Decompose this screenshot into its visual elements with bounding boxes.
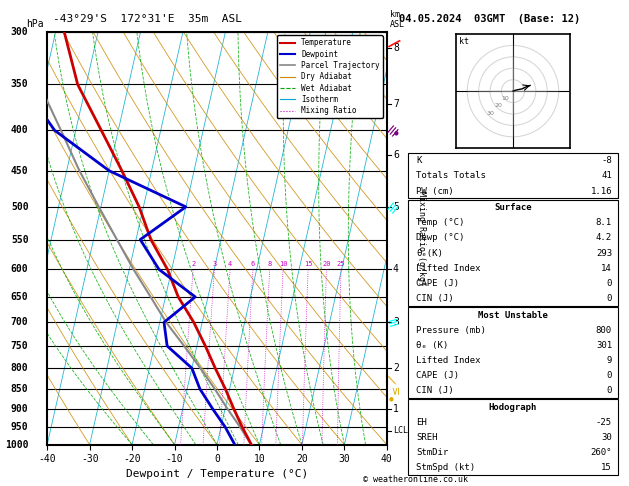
Text: LCL: LCL — [393, 426, 408, 435]
Text: 3: 3 — [212, 261, 216, 267]
Text: 800: 800 — [596, 326, 612, 335]
Legend: Temperature, Dewpoint, Parcel Trajectory, Dry Adiabat, Wet Adiabat, Isotherm, Mi: Temperature, Dewpoint, Parcel Trajectory… — [277, 35, 383, 118]
Text: -43°29'S  172°31'E  35m  ASL: -43°29'S 172°31'E 35m ASL — [53, 14, 242, 24]
Text: 5: 5 — [393, 202, 399, 212]
Text: 8: 8 — [267, 261, 272, 267]
Text: ≡: ≡ — [383, 121, 403, 140]
Text: 6: 6 — [393, 150, 399, 160]
Text: Most Unstable: Most Unstable — [478, 311, 548, 320]
Text: Surface: Surface — [494, 203, 532, 212]
Text: 950: 950 — [11, 422, 28, 432]
Text: 1000: 1000 — [5, 440, 28, 450]
Text: ≡: ≡ — [386, 314, 401, 330]
Text: 450: 450 — [11, 166, 28, 176]
Bar — [408, 399, 618, 475]
Text: Temp (°C): Temp (°C) — [416, 218, 464, 227]
Text: 14: 14 — [601, 263, 612, 273]
Text: km
ASL: km ASL — [390, 11, 405, 29]
Text: 9: 9 — [606, 356, 612, 365]
Text: 0: 0 — [606, 294, 612, 303]
Bar — [408, 307, 618, 398]
Text: θₑ (K): θₑ (K) — [416, 341, 448, 350]
Bar — [408, 200, 618, 306]
Text: 2: 2 — [191, 261, 195, 267]
Text: CAPE (J): CAPE (J) — [416, 279, 459, 288]
Text: ●: ● — [389, 396, 394, 401]
Text: 6: 6 — [251, 261, 255, 267]
Text: Dewp (°C): Dewp (°C) — [416, 233, 464, 243]
Text: ≤: ≤ — [391, 384, 401, 394]
Text: 650: 650 — [11, 292, 28, 302]
Text: 400: 400 — [11, 125, 28, 135]
Text: Lifted Index: Lifted Index — [416, 263, 481, 273]
Text: Hodograph: Hodograph — [489, 403, 537, 412]
Text: 4: 4 — [228, 261, 232, 267]
Text: 04.05.2024  03GMT  (Base: 12): 04.05.2024 03GMT (Base: 12) — [399, 14, 581, 24]
Text: 4.2: 4.2 — [596, 233, 612, 243]
Text: 15: 15 — [601, 463, 612, 472]
Text: 0: 0 — [606, 386, 612, 395]
Text: 2: 2 — [393, 363, 399, 373]
Text: 1.16: 1.16 — [591, 187, 612, 195]
Text: 3: 3 — [393, 317, 399, 327]
Text: 10: 10 — [502, 96, 509, 101]
Text: 293: 293 — [596, 248, 612, 258]
Text: 850: 850 — [11, 384, 28, 394]
Text: kt: kt — [459, 37, 469, 47]
Text: 7: 7 — [393, 99, 399, 108]
Text: 41: 41 — [601, 172, 612, 180]
Text: 20: 20 — [322, 261, 331, 267]
Text: CAPE (J): CAPE (J) — [416, 371, 459, 380]
Text: EH: EH — [416, 418, 426, 427]
Text: 700: 700 — [11, 317, 28, 327]
Text: 750: 750 — [11, 341, 28, 351]
Text: SREH: SREH — [416, 433, 438, 442]
Text: Lifted Index: Lifted Index — [416, 356, 481, 365]
Text: 300: 300 — [11, 27, 28, 36]
Text: StmSpd (kt): StmSpd (kt) — [416, 463, 475, 472]
Text: 30: 30 — [487, 111, 494, 116]
Text: 0: 0 — [606, 371, 612, 380]
Text: 500: 500 — [11, 202, 28, 212]
Text: Pressure (mb): Pressure (mb) — [416, 326, 486, 335]
Text: hPa: hPa — [26, 19, 44, 29]
Text: Mixing Ratio (g/kg): Mixing Ratio (g/kg) — [417, 191, 426, 286]
Text: ●: ● — [394, 130, 399, 135]
Text: -25: -25 — [596, 418, 612, 427]
Text: 260°: 260° — [591, 448, 612, 457]
Text: 8: 8 — [393, 43, 399, 53]
Text: 550: 550 — [11, 235, 28, 244]
Text: 20: 20 — [494, 104, 502, 108]
X-axis label: Dewpoint / Temperature (°C): Dewpoint / Temperature (°C) — [126, 469, 308, 479]
Text: CIN (J): CIN (J) — [416, 386, 454, 395]
Text: 800: 800 — [11, 363, 28, 373]
Text: 4: 4 — [393, 264, 399, 275]
Text: ≡: ≡ — [383, 197, 403, 217]
Text: 30: 30 — [601, 433, 612, 442]
Text: 900: 900 — [11, 403, 28, 414]
Text: 15: 15 — [304, 261, 313, 267]
Text: /: / — [386, 36, 401, 51]
Text: Totals Totals: Totals Totals — [416, 172, 486, 180]
Text: 301: 301 — [596, 341, 612, 350]
Text: 10: 10 — [279, 261, 287, 267]
Text: /: / — [386, 374, 400, 384]
Text: K: K — [416, 156, 421, 165]
Text: 8.1: 8.1 — [596, 218, 612, 227]
Text: StmDir: StmDir — [416, 448, 448, 457]
Text: 1: 1 — [393, 403, 399, 414]
Text: 600: 600 — [11, 264, 28, 275]
Text: θₑ(K): θₑ(K) — [416, 248, 443, 258]
Text: -8: -8 — [601, 156, 612, 165]
Text: PW (cm): PW (cm) — [416, 187, 454, 195]
Text: © weatheronline.co.uk: © weatheronline.co.uk — [363, 474, 467, 484]
Bar — [408, 153, 618, 198]
Text: CIN (J): CIN (J) — [416, 294, 454, 303]
Text: 0: 0 — [606, 279, 612, 288]
Text: 350: 350 — [11, 80, 28, 89]
Text: 25: 25 — [337, 261, 345, 267]
